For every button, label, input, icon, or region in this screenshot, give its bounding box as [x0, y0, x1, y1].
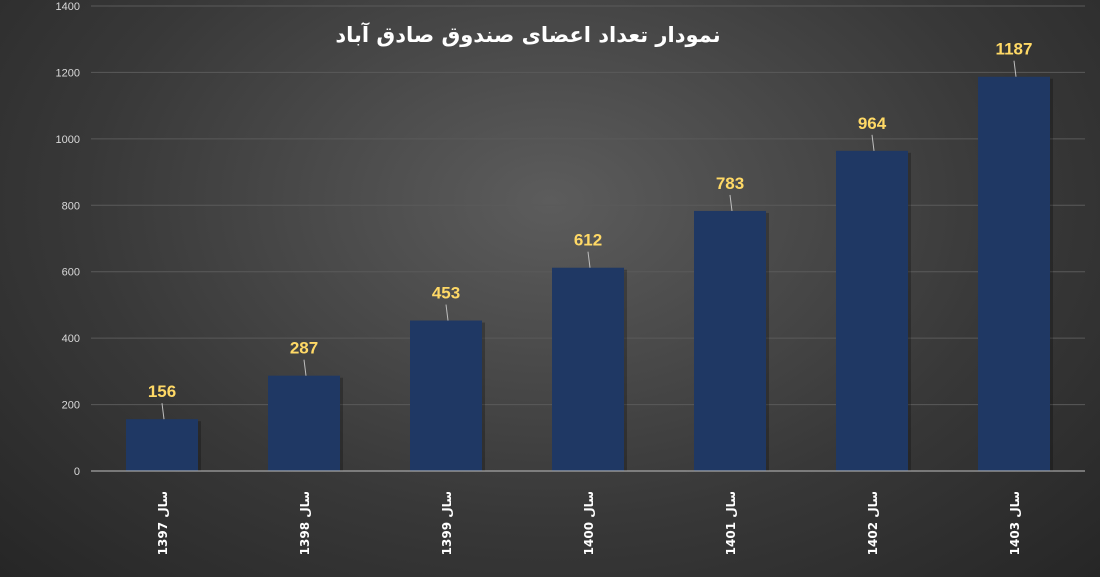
data-label-leader: [729, 194, 733, 211]
data-label-leader: [303, 359, 307, 376]
data-label: 156: [148, 382, 176, 401]
data-label-leader: [445, 304, 449, 321]
bar: [126, 419, 198, 471]
y-tick-label: 800: [62, 200, 80, 212]
y-tick-label: 200: [62, 400, 80, 412]
data-label-leader: [587, 251, 591, 268]
x-category-label: سال 1399: [440, 491, 454, 555]
y-tick-label: 400: [62, 333, 80, 345]
x-category-label: سال 1398: [298, 491, 312, 555]
x-category-label: سال 1402: [866, 491, 880, 555]
x-axis-category-labels: سال 1397 سال 1398 سال 1399 سال 1400 سال 1401…: [156, 491, 1022, 555]
data-label-leader: [1013, 60, 1017, 77]
bar: [836, 150, 908, 472]
y-tick-label: 1200: [56, 67, 80, 79]
data-label-leaders: [161, 60, 1017, 420]
bar: [410, 320, 482, 471]
data-label: 1187: [996, 40, 1033, 59]
x-category-label: سال 1397: [156, 491, 170, 555]
bar: [552, 267, 624, 471]
data-label: 783: [716, 174, 744, 193]
data-label: 964: [858, 114, 887, 133]
x-category-label: سال 1400: [582, 491, 596, 555]
data-label: 612: [574, 231, 602, 250]
bar: [978, 76, 1050, 471]
bars: [126, 76, 1053, 472]
data-label: 453: [432, 284, 460, 303]
y-tick-label: 1000: [56, 134, 80, 146]
bar: [268, 375, 340, 471]
data-labels: 156 287 453 612 783 964 1187: [148, 40, 1033, 401]
y-tick-label: 0: [74, 466, 80, 478]
y-tick-label: 600: [62, 267, 80, 279]
y-axis-ticks: 0 200 400 600 800 1000 1200 1400: [56, 1, 80, 478]
x-category-label: سال 1401: [724, 491, 738, 555]
chart-title: نمودار تعداد اعضای صندوق صادق آباد: [335, 22, 720, 47]
data-label: 287: [290, 339, 318, 358]
bar: [694, 210, 766, 472]
x-category-label: سال 1403: [1008, 491, 1022, 555]
data-label-leader: [871, 134, 875, 151]
data-label-leader: [161, 403, 165, 420]
y-tick-label: 1400: [56, 1, 80, 13]
